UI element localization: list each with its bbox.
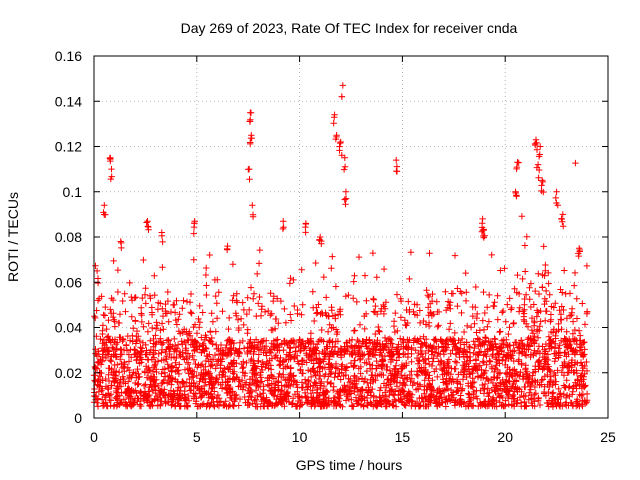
x-tick-label: 5 bbox=[193, 429, 201, 445]
chart-title: Day 269 of 2023, Rate Of TEC Index for r… bbox=[181, 20, 518, 36]
y-tick-labels: 0 0.02 0.04 0.06 0.08 0.1 0.12 0.14 0.16 bbox=[55, 48, 82, 426]
y-tick-label: 0 bbox=[74, 410, 82, 426]
x-tick-labels: 0 5 10 15 20 25 bbox=[90, 429, 616, 445]
axis-ticks bbox=[93, 55, 609, 419]
y-tick-label: 0.1 bbox=[63, 184, 83, 200]
y-tick-label: 0.04 bbox=[55, 320, 82, 336]
y-tick-label: 0.14 bbox=[55, 93, 82, 109]
x-tick-label: 0 bbox=[90, 429, 98, 445]
x-tick-label: 10 bbox=[292, 429, 308, 445]
y-tick-label: 0.08 bbox=[55, 229, 82, 245]
y-tick-label: 0.06 bbox=[55, 274, 82, 290]
data-markers bbox=[90, 82, 591, 410]
y-tick-label: 0.02 bbox=[55, 365, 82, 381]
x-tick-label: 25 bbox=[600, 429, 616, 445]
x-axis-label: GPS time / hours bbox=[296, 457, 403, 473]
y-tick-label: 0.16 bbox=[55, 48, 82, 64]
x-tick-label: 20 bbox=[497, 429, 513, 445]
y-tick-label: 0.12 bbox=[55, 139, 82, 155]
grid-lines bbox=[94, 56, 608, 418]
roti-markers bbox=[90, 82, 591, 410]
x-tick-label: 15 bbox=[395, 429, 411, 445]
y-axis-label: ROTI / TECUs bbox=[5, 192, 21, 282]
